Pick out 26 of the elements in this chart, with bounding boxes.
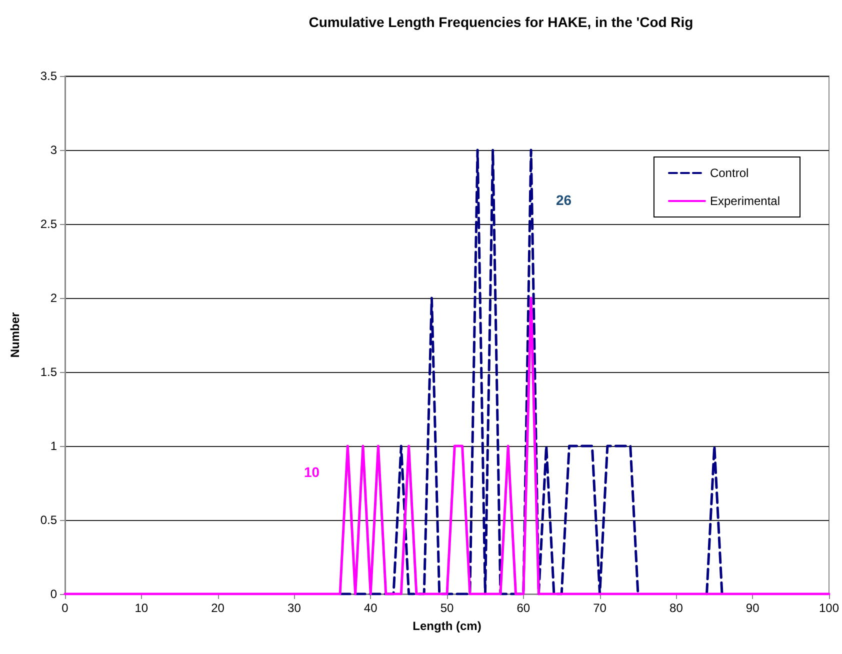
annotation: 10 bbox=[304, 464, 320, 480]
y-tick-label: 1.5 bbox=[40, 365, 58, 379]
x-tick-label: 50 bbox=[440, 601, 454, 615]
y-tick-label: 2.5 bbox=[40, 217, 58, 231]
x-tick-label: 30 bbox=[288, 601, 302, 615]
x-tick-label: 90 bbox=[746, 601, 760, 615]
x-tick-label: 0 bbox=[62, 601, 69, 615]
legend-label: Control bbox=[710, 166, 749, 180]
y-tick-label: 3 bbox=[50, 143, 58, 157]
x-tick-label: 60 bbox=[516, 601, 530, 615]
y-tick-label: 0 bbox=[50, 587, 58, 601]
y-tick-label: 0.5 bbox=[40, 513, 58, 527]
x-tick-label: 100 bbox=[818, 601, 840, 615]
y-tick-label: 2 bbox=[50, 291, 58, 305]
x-tick-label: 10 bbox=[134, 601, 148, 615]
x-axis-title: Length (cm) bbox=[412, 619, 482, 633]
annotation: 26 bbox=[556, 192, 572, 208]
x-tick-label: 40 bbox=[364, 601, 378, 615]
legend-label: Experimental bbox=[710, 194, 780, 208]
x-tick-label: 70 bbox=[593, 601, 607, 615]
x-tick-label: 80 bbox=[670, 601, 684, 615]
y-axis-title: Number bbox=[8, 312, 22, 358]
y-tick-label: 3.5 bbox=[40, 69, 58, 83]
chart-title: Cumulative Length Frequencies for HAKE, in the 'Cod Rig bbox=[308, 14, 694, 30]
y-tick-label: 1 bbox=[50, 439, 58, 453]
x-tick-label: 20 bbox=[211, 601, 225, 615]
